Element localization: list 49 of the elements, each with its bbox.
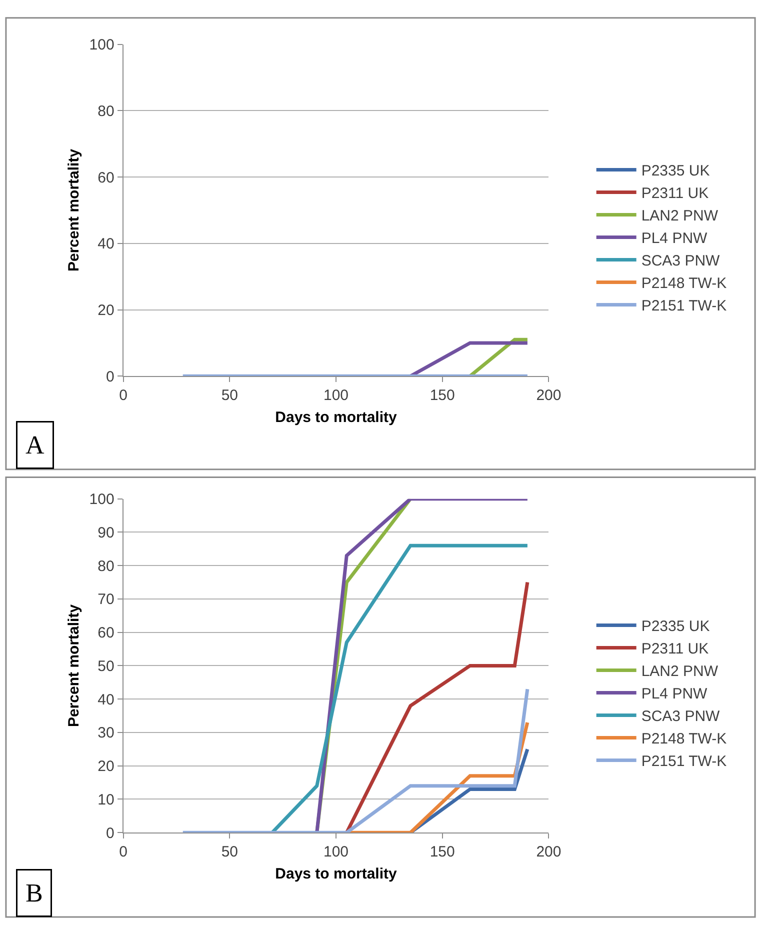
x-tick-label: 50 — [221, 844, 238, 861]
text: B — [26, 878, 43, 908]
y-tick-label: 60 — [98, 624, 114, 642]
x-axis-title: Days to mortality — [275, 409, 398, 426]
legend-label: LAN2 PNW — [641, 208, 719, 225]
x-tick-label: 50 — [221, 387, 238, 404]
legend-label: P2335 UK — [641, 618, 710, 636]
y-tick-label: 10 — [98, 791, 114, 808]
x-tick-label: 200 — [536, 387, 562, 404]
y-tick-label: 60 — [98, 169, 114, 186]
y-tick-label: 40 — [98, 691, 114, 708]
y-tick-label: 20 — [98, 302, 114, 320]
y-tick-label: 40 — [98, 236, 114, 253]
y-tick-label: 70 — [98, 591, 114, 608]
y-tick-label: 0 — [106, 824, 114, 842]
y-tick-label: 0 — [106, 368, 114, 386]
y-tick-label: 100 — [89, 491, 114, 508]
x-tick-label: 100 — [323, 844, 349, 861]
x-tick-label: 100 — [323, 387, 349, 404]
y-axis-title: Percent mortality — [66, 604, 83, 727]
text: A — [26, 430, 44, 460]
legend-label: P2335 UK — [641, 162, 710, 180]
x-tick-label: 200 — [536, 844, 562, 861]
legend-label: P2148 TW-K — [641, 275, 727, 292]
y-tick-label: 90 — [98, 524, 114, 542]
legend-label: P2151 TW-K — [641, 298, 727, 315]
x-tick-label: 150 — [430, 844, 455, 861]
legend-label: P2311 UK — [641, 640, 709, 658]
y-tick-label: 80 — [98, 102, 114, 120]
legend-label: P2311 UK — [641, 185, 709, 202]
legend-label: LAN2 PNW — [641, 663, 719, 680]
line-series — [344, 580, 530, 833]
x-tick-label: 0 — [119, 844, 128, 861]
legend-label: P2148 TW-K — [641, 730, 727, 748]
line-series — [270, 544, 530, 833]
y-tick-label: 20 — [98, 758, 114, 776]
y-tick-label: 80 — [98, 558, 114, 575]
y-axis-title: Percent mortality — [66, 148, 83, 272]
y-tick-label: 30 — [98, 724, 114, 742]
y-tick-label: 50 — [98, 658, 114, 675]
legend-label: PL4 PNW — [641, 686, 708, 703]
legend-label: SCA3 PNW — [641, 708, 721, 726]
x-axis-title: Days to mortality — [275, 866, 398, 883]
x-tick-label: 150 — [430, 387, 455, 404]
y-tick-label: 100 — [89, 36, 114, 54]
legend-label: P2151 TW-K — [641, 753, 727, 770]
legend-label: PL4 PNW — [641, 230, 708, 248]
legend-label: SCA3 PNW — [641, 252, 721, 270]
x-tick-label: 0 — [119, 387, 128, 404]
